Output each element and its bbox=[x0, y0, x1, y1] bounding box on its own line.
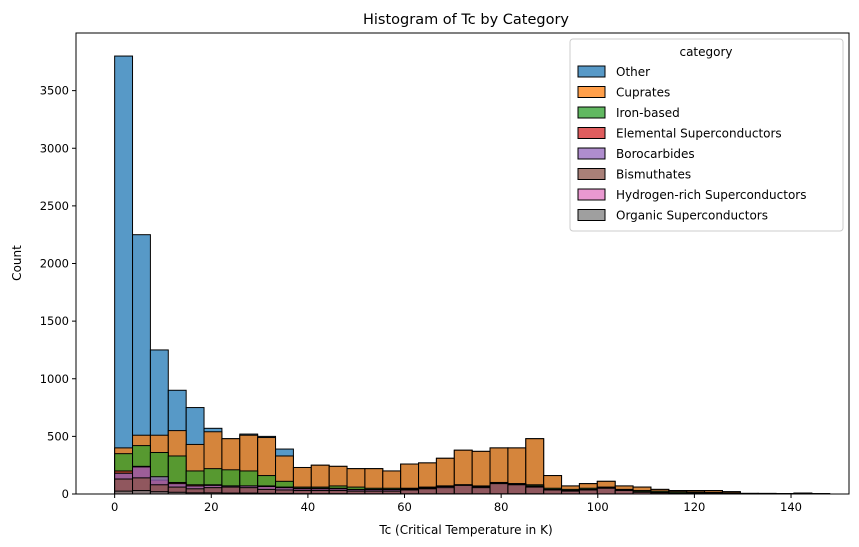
x-tick-label: 0 bbox=[111, 500, 118, 514]
y-axis-label: Count bbox=[10, 245, 24, 281]
x-axis-label: Tc (Critical Temperature in K) bbox=[378, 523, 552, 537]
x-axis-ticks: 0 20 40 60 80 100 120 140 bbox=[111, 494, 802, 514]
legend-swatch bbox=[577, 65, 606, 78]
legend-swatch bbox=[577, 106, 606, 119]
x-tick-label: 20 bbox=[204, 500, 219, 514]
x-tick-label: 120 bbox=[683, 500, 705, 514]
bar-bismuthates-17 bbox=[418, 488, 437, 495]
legend-label: Elemental Superconductors bbox=[616, 127, 782, 141]
legend-swatch bbox=[577, 209, 606, 221]
y-tick-label: 1500 bbox=[40, 314, 69, 328]
y-tick-label: 3500 bbox=[40, 84, 69, 98]
x-tick-label: 80 bbox=[494, 500, 509, 514]
legend-swatch bbox=[577, 168, 606, 180]
y-tick-label: 2500 bbox=[40, 199, 69, 213]
legend-label: Hydrogen-rich Superconductors bbox=[616, 188, 806, 202]
legend-label: Borocarbides bbox=[616, 147, 695, 161]
bar-bismuthates-22 bbox=[507, 484, 527, 495]
legend-label: Bismuthates bbox=[616, 168, 691, 182]
legend-title: category bbox=[679, 45, 732, 59]
y-tick-label: 3000 bbox=[40, 141, 69, 155]
y-tick-label: 2000 bbox=[40, 257, 69, 271]
y-tick-label: 500 bbox=[47, 429, 69, 443]
bar-bismuthates-18 bbox=[435, 487, 455, 495]
legend-frame bbox=[569, 38, 844, 232]
bar-bismuthates-19 bbox=[453, 484, 473, 495]
x-tick-label: 60 bbox=[397, 500, 412, 514]
legend-label: Iron-based bbox=[616, 106, 680, 120]
bar-bismuthates-27 bbox=[596, 487, 616, 495]
bar-bismuthates-20 bbox=[471, 487, 491, 495]
legend-swatch bbox=[577, 127, 606, 139]
x-tick-label: 140 bbox=[780, 500, 802, 514]
bar-bismuthates-23 bbox=[525, 486, 545, 495]
legend-swatch bbox=[577, 86, 606, 98]
y-tick-label: 0 bbox=[62, 487, 69, 501]
x-tick-label: 40 bbox=[301, 500, 316, 514]
y-axis-ticks: 0 500 1000 1500 2000 2500 3000 3500 bbox=[40, 84, 76, 501]
legend-swatch bbox=[577, 147, 606, 160]
legend-label: Other bbox=[616, 65, 650, 79]
bar-other-0 bbox=[114, 55, 134, 495]
x-tick-label: 100 bbox=[587, 500, 609, 514]
bar-organic-superconductors-1 bbox=[132, 490, 151, 495]
legend-swatch bbox=[577, 188, 606, 201]
legend-label: Organic Superconductors bbox=[616, 209, 768, 223]
y-tick-label: 1000 bbox=[40, 372, 69, 386]
legend-label: Cuprates bbox=[616, 86, 670, 100]
chart-title: Histogram of Tc by Category bbox=[363, 12, 569, 28]
bar-bismuthates-21 bbox=[489, 483, 509, 495]
legend: category Other Cuprates Iron-based Elementa… bbox=[569, 38, 844, 232]
